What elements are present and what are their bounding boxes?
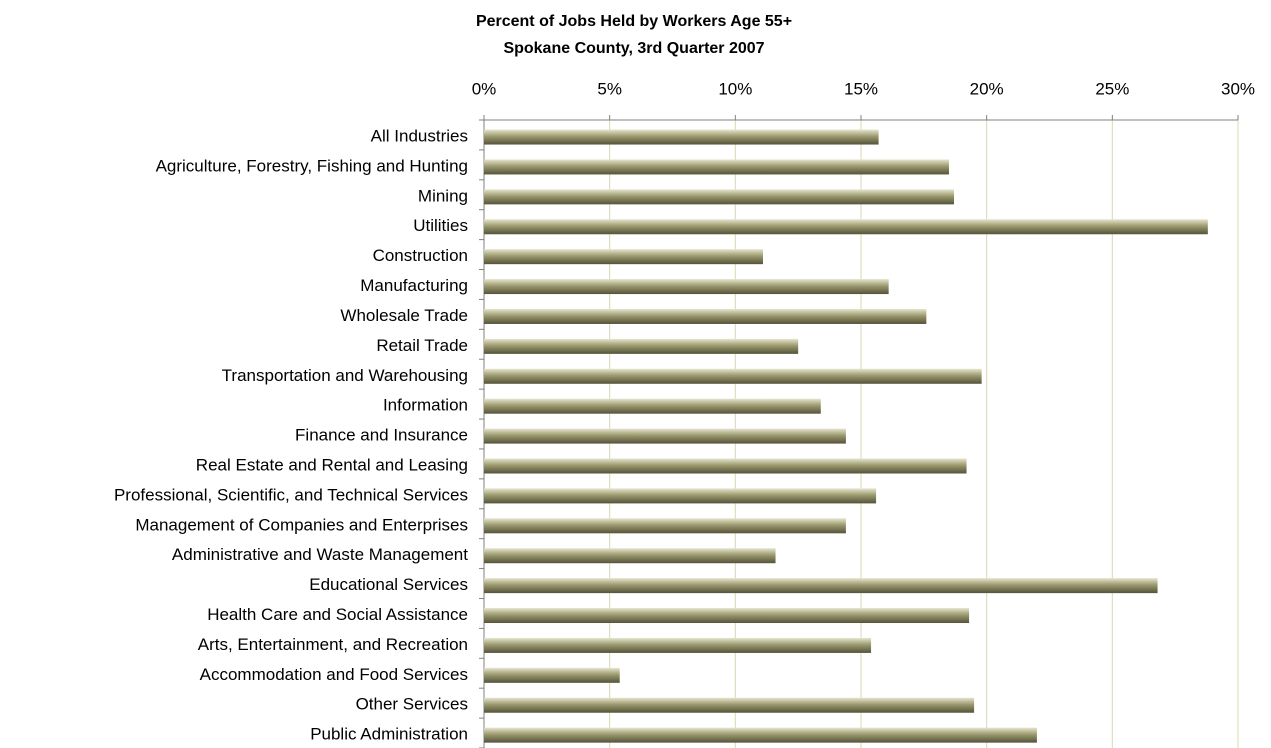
chart-subtitle: Spokane County, 3rd Quarter 2007 — [503, 40, 764, 57]
y-tick-label: All Industries — [371, 127, 468, 146]
y-tick-label: Public Administration — [310, 725, 468, 744]
y-tick-label: Wholesale Trade — [340, 306, 468, 325]
y-tick-label: Transportation and Warehousing — [222, 366, 468, 385]
y-tick-label: Accommodation and Food Services — [200, 665, 468, 684]
y-tick-label: Other Services — [356, 695, 468, 714]
y-tick-label: Finance and Insurance — [295, 426, 468, 445]
x-tick-label: 0% — [472, 79, 497, 98]
x-tick-label: 15% — [844, 79, 878, 98]
bar — [484, 189, 954, 205]
x-tick-label: 25% — [1095, 79, 1129, 98]
y-tick-label: Manufacturing — [360, 276, 468, 295]
y-tick-label: Agriculture, Forestry, Fishing and Hunti… — [156, 156, 468, 175]
bar — [484, 219, 1208, 235]
bar — [484, 548, 776, 564]
y-tick-label: Administrative and Waste Management — [172, 545, 468, 564]
bar — [484, 637, 872, 653]
chart-title: Percent of Jobs Held by Workers Age 55+ — [476, 13, 792, 30]
x-tick-label: 30% — [1221, 79, 1255, 98]
x-tick-label: 10% — [718, 79, 752, 98]
x-tick-label: 20% — [970, 79, 1004, 98]
bar — [484, 129, 879, 145]
y-tick-label: Arts, Entertainment, and Recreation — [198, 635, 468, 654]
bar — [484, 578, 1158, 594]
bar — [484, 458, 967, 474]
y-tick-label: Construction — [373, 246, 468, 265]
bar — [484, 368, 982, 384]
bar — [484, 667, 620, 683]
bar — [484, 279, 889, 295]
y-tick-label: Professional, Scientific, and Technical … — [114, 485, 468, 504]
bar — [484, 697, 975, 713]
bar — [484, 488, 877, 504]
y-tick-label: Real Estate and Rental and Leasing — [196, 455, 468, 474]
bar — [484, 159, 949, 175]
bar — [484, 249, 763, 265]
y-tick-label: Mining — [418, 186, 468, 205]
bar — [484, 727, 1037, 743]
y-tick-label: Information — [383, 396, 468, 415]
bar — [484, 398, 821, 414]
y-tick-label: Health Care and Social Assistance — [207, 605, 468, 624]
y-tick-label: Utilities — [413, 216, 468, 235]
y-tick-label: Educational Services — [309, 575, 468, 594]
bar — [484, 428, 846, 444]
x-tick-label: 5% — [597, 79, 622, 98]
y-tick-label: Retail Trade — [376, 336, 468, 355]
y-tick-label: Management of Companies and Enterprises — [135, 515, 468, 534]
bar — [484, 518, 846, 534]
bar — [484, 338, 799, 354]
bar — [484, 308, 927, 324]
bar — [484, 608, 970, 624]
